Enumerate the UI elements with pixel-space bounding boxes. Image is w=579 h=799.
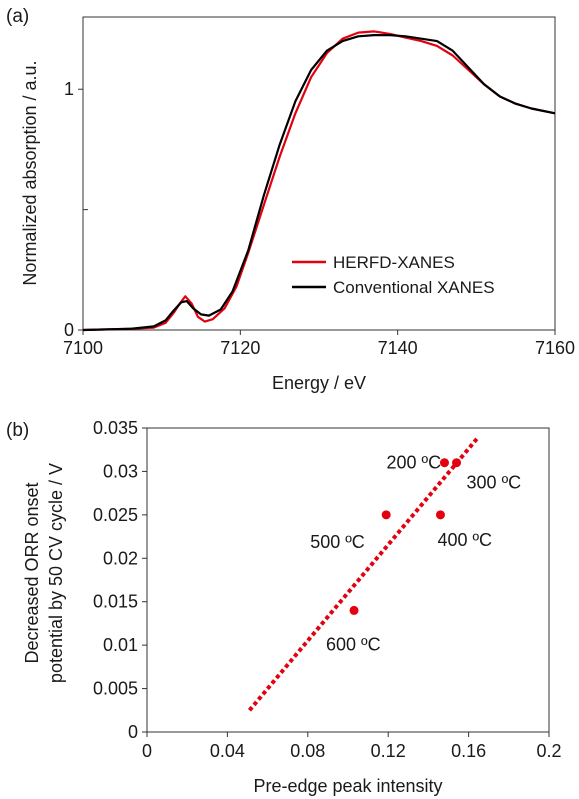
panel-a-label: (a) xyxy=(6,6,29,27)
chart-b-y-axis-label-line2: potential by 50 CV cycle / V xyxy=(46,463,66,683)
chart-b-y-tick-label: 0.03 xyxy=(103,461,138,481)
chart-a-legend: HERFD-XANES Conventional XANES xyxy=(292,253,495,297)
chart-a-x-tick-label: 7100 xyxy=(63,338,103,358)
chart-a-plot-frame xyxy=(82,16,556,331)
chart-a: 7100 7120 7140 7160 0 1 HERFD-XANES Convention… xyxy=(20,16,575,393)
chart-b-y-tick-label: 0.01 xyxy=(103,635,138,655)
chart-a-y-axis-label: Normalized absorption / a.u. xyxy=(20,60,40,285)
chart-a-legend-label: HERFD-XANES xyxy=(333,253,455,272)
chart-b-y-axis-label-line1: Decreased ORR onset xyxy=(22,482,42,663)
chart-b-axis-ticks: 0 0.04 0.08 0.12 0.16 0.2 0 0.005 0.01 0.015 0.02 0… xyxy=(93,418,562,761)
chart-b-point-label: 400 ºC xyxy=(437,530,492,550)
chart-b-point xyxy=(439,458,449,468)
chart-a-x-axis-label: Energy / eV xyxy=(272,373,366,393)
chart-b-y-tick-label: 0.035 xyxy=(93,418,138,438)
chart-b-point-label: 500 ºC xyxy=(310,532,365,552)
chart-a-x-tick-label: 7160 xyxy=(535,338,575,358)
chart-b-x-tick-label: 0.12 xyxy=(371,741,406,761)
panel-b-label: (b) xyxy=(6,420,29,441)
chart-b-trendline-dotted xyxy=(247,435,481,712)
chart-b-point xyxy=(381,510,391,520)
chart-b-y-tick-label: 0.025 xyxy=(93,505,138,525)
chart-a-axis-ticks: 7100 7120 7140 7160 0 1 xyxy=(63,79,575,358)
chart-b-point xyxy=(349,605,359,615)
chart-b-point-label: 600 ºC xyxy=(326,634,381,654)
chart-b: 0 0.04 0.08 0.12 0.16 0.2 0 0.005 0.01 0.015 0.02 0… xyxy=(22,418,562,796)
chart-b-point xyxy=(452,458,462,468)
chart-b-x-tick-label: 0.2 xyxy=(536,741,561,761)
chart-b-plot-frame xyxy=(146,427,550,733)
chart-b-x-tick-label: 0.16 xyxy=(451,741,486,761)
chart-a-y-tick-label: 1 xyxy=(64,79,74,99)
chart-b-x-tick-label: 0.04 xyxy=(210,741,245,761)
chart-a-series-lines xyxy=(82,30,556,332)
chart-b-points: 200 ºC 300 ºC 500 ºC 400 ºC 600 ºC xyxy=(310,453,521,655)
chart-a-y-tick-label: 0 xyxy=(64,320,74,340)
chart-b-y-tick-label: 0.005 xyxy=(93,679,138,699)
chart-b-y-tick-label: 0 xyxy=(128,722,138,742)
chart-b-x-tick-label: 0 xyxy=(142,741,152,761)
chart-a-series-line-conventional-xanes xyxy=(82,34,556,332)
chart-a-x-tick-label: 7120 xyxy=(220,338,260,358)
chart-a-series-line-herfd-xanes xyxy=(82,30,556,332)
chart-b-y-tick-label: 0.015 xyxy=(93,592,138,612)
chart-b-point-label: 300 ºC xyxy=(467,473,522,493)
chart-b-x-axis-label: Pre-edge peak intensity xyxy=(253,776,442,796)
chart-b-x-tick-label: 0.08 xyxy=(290,741,325,761)
chart-b-point-label: 200 ºC xyxy=(386,453,441,473)
chart-b-trendline xyxy=(247,435,481,712)
chart-a-x-tick-label: 7140 xyxy=(378,338,418,358)
chart-b-y-tick-label: 0.02 xyxy=(103,548,138,568)
chart-b-point xyxy=(435,510,445,520)
chart-a-legend-label: Conventional XANES xyxy=(333,278,495,297)
